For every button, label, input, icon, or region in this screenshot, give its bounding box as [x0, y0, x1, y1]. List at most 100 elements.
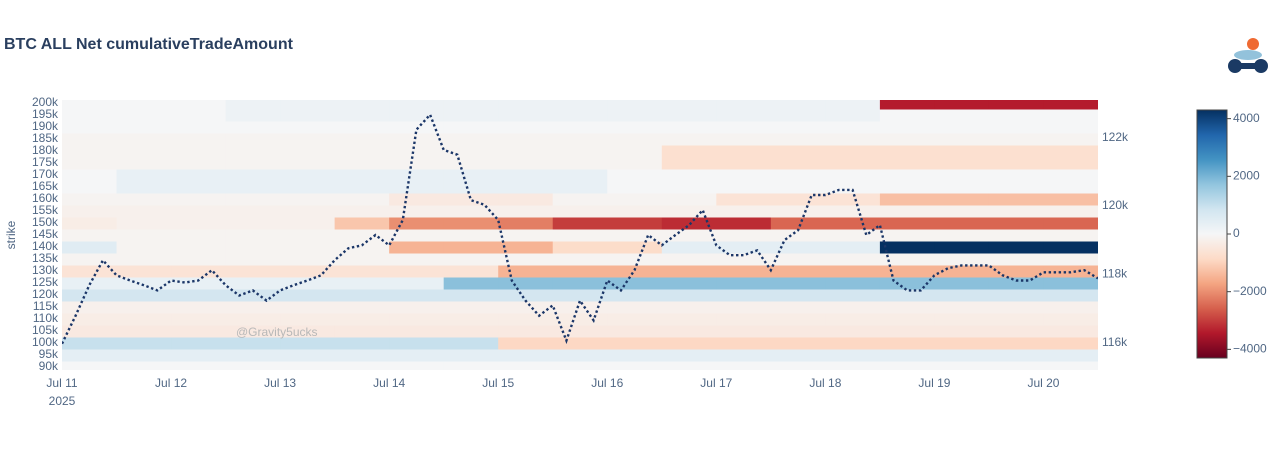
- heatmap-cell: [225, 217, 281, 230]
- heatmap-cell: [661, 361, 717, 370]
- heatmap-cell: [334, 265, 390, 278]
- heatmap-cell: [716, 181, 772, 194]
- heatmap-cell: [171, 217, 227, 230]
- heatmap-cell: [171, 181, 227, 194]
- y-tick-label: 130k: [32, 263, 59, 277]
- heatmap-cell: [225, 205, 281, 218]
- heatmap-cell: [389, 217, 445, 230]
- heatmap-cell: [1043, 253, 1098, 266]
- heatmap-cell: [607, 241, 663, 254]
- heatmap-cell: [1043, 313, 1098, 326]
- heatmap-cell: [988, 325, 1044, 338]
- heatmap-cell: [62, 133, 118, 146]
- heatmap-cell: [552, 133, 608, 146]
- heatmap-cell: [389, 145, 445, 158]
- heatmap-cell: [716, 361, 772, 370]
- heatmap-cell: [498, 121, 554, 134]
- heatmap-cell: [552, 100, 608, 110]
- heatmap-cell: [225, 289, 281, 302]
- colorbar-tick-label: −4000: [1233, 342, 1267, 356]
- heatmap-cell: [879, 289, 935, 302]
- heatmap-cell: [116, 205, 172, 218]
- x-tick-label: Jul 11: [46, 376, 77, 390]
- heatmap-cell: [607, 289, 663, 302]
- heatmap-cell: [116, 337, 172, 350]
- heatmap-cell: [498, 337, 554, 350]
- heatmap-cell: [389, 241, 445, 254]
- heatmap-cell: [389, 229, 445, 242]
- heatmap-cell: [988, 301, 1044, 314]
- heatmap-cell: [280, 301, 336, 314]
- heatmap-cell: [661, 121, 717, 134]
- heatmap-cell: [389, 157, 445, 170]
- heatmap-cell: [661, 193, 717, 206]
- heatmap-cell: [171, 361, 227, 370]
- heatmap-cell: [498, 100, 554, 110]
- heatmap-cell: [552, 253, 608, 266]
- y-tick-label: 90k: [39, 359, 59, 373]
- heatmap-cell: [988, 277, 1044, 290]
- heatmap-cell: [171, 229, 227, 242]
- heatmap-cell: [334, 217, 390, 230]
- heatmap-cell: [498, 193, 554, 206]
- heatmap-cell: [334, 109, 390, 122]
- heatmap-cell: [607, 337, 663, 350]
- heatmap-cell: [443, 277, 499, 290]
- heatmap-cell: [770, 205, 826, 218]
- heatmap-cell: [607, 349, 663, 362]
- heatmap-cell: [443, 217, 499, 230]
- y-axis-title: strike: [4, 220, 18, 249]
- heatmap-cell: [607, 325, 663, 338]
- heatmap-cell: [62, 289, 118, 302]
- heatmap-cell: [879, 205, 935, 218]
- colorbar-tick-label: −2000: [1233, 284, 1267, 298]
- heatmap-cell: [389, 181, 445, 194]
- heatmap-cell: [552, 361, 608, 370]
- heatmap-cell: [770, 157, 826, 170]
- heatmap-cell: [770, 337, 826, 350]
- heatmap-cell: [825, 205, 881, 218]
- heatmap-cell: [770, 169, 826, 182]
- heatmap-cell: [389, 349, 445, 362]
- y2-tick-label: 118k: [1102, 266, 1128, 280]
- heatmap-cell: [443, 301, 499, 314]
- y-tick-label: 125k: [32, 275, 59, 289]
- heatmap-cell: [1043, 229, 1098, 242]
- heatmap-cell: [1043, 109, 1098, 122]
- heatmap-cell: [225, 277, 281, 290]
- logo-bar: [1234, 63, 1262, 69]
- heatmap-cell: [661, 229, 717, 242]
- heatmap-cell: [116, 100, 172, 110]
- heatmap-cell: [443, 361, 499, 370]
- heatmap-cell: [62, 253, 118, 266]
- heatmap-cell: [661, 241, 717, 254]
- heatmap-cell: [225, 193, 281, 206]
- heatmap-cell: [879, 145, 935, 158]
- heatmap-cell: [716, 193, 772, 206]
- heatmap-cell: [62, 241, 118, 254]
- heatmap-cell: [280, 241, 336, 254]
- colorbar: [1196, 109, 1228, 359]
- logo-band: [1234, 50, 1262, 60]
- heatmap-cell: [607, 229, 663, 242]
- heatmap-cell: [988, 253, 1044, 266]
- heatmap-cell: [225, 349, 281, 362]
- heatmap-cell: [661, 205, 717, 218]
- heatmap-cell: [389, 289, 445, 302]
- heatmap-cell: [552, 265, 608, 278]
- heatmap-cell: [280, 277, 336, 290]
- y-tick-label: 190k: [32, 119, 59, 133]
- heatmap-cell: [1043, 100, 1098, 110]
- heatmap-cell: [607, 169, 663, 182]
- heatmap-cell: [225, 133, 281, 146]
- heatmap-cell: [498, 265, 554, 278]
- heatmap-cell: [171, 325, 227, 338]
- heatmap-cell: [770, 145, 826, 158]
- heatmap-cell: [443, 181, 499, 194]
- heatmap-cell: [607, 217, 663, 230]
- heatmap-cell: [334, 349, 390, 362]
- heatmap-cell: [116, 361, 172, 370]
- heatmap-cell: [171, 301, 227, 314]
- heatmap-cell: [607, 277, 663, 290]
